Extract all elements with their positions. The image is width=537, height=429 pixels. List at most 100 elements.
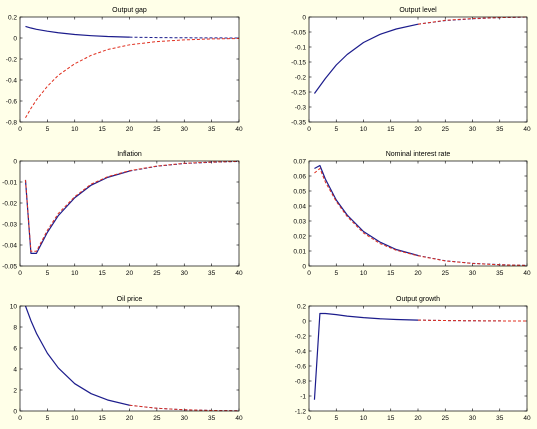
- y-tick-label: 0.04: [293, 203, 306, 210]
- series-line-solid-0: [313, 312, 419, 400]
- x-tick-label: 15: [99, 415, 107, 422]
- x-tick-label: 0: [18, 126, 22, 133]
- series-line-dashed-2: [24, 160, 240, 252]
- x-tick-label: 15: [99, 270, 107, 277]
- chart-title: Nominal interest rate: [386, 151, 451, 158]
- y-tick-label: -1.2: [295, 408, 307, 415]
- x-tick-label: 15: [99, 126, 107, 133]
- x-tick-label: 5: [334, 126, 338, 133]
- y-tick-label: -0.2: [295, 333, 307, 340]
- y-tick-label: -1: [300, 393, 306, 400]
- y-tick-label: 0.03: [293, 218, 306, 225]
- y-tick-label: -0.02: [2, 200, 17, 207]
- series-line-dashed-2: [417, 319, 528, 322]
- series-line-solid-0: [313, 23, 419, 94]
- series-line-solid-0: [314, 164, 419, 257]
- axes-frame: [19, 305, 240, 412]
- y-tick-label: -0.4: [6, 77, 18, 84]
- series-line-dashed-2: [314, 168, 528, 266]
- y-tick-label: 0.05: [293, 188, 306, 195]
- y-tick-label: 0.2: [8, 14, 17, 21]
- series-line-solid-0: [24, 305, 130, 406]
- y-tick-label: -0.2: [6, 56, 18, 63]
- x-tick-label: 35: [496, 126, 504, 133]
- x-tick-label: 40: [235, 270, 243, 277]
- chart-nominal-interest-rate: Nominal interest rate 0 5 10 15 20 25 30 35 40 0 0.…: [293, 151, 531, 277]
- y-tick-label: 6: [13, 345, 17, 352]
- chart-inflation: Inflation 0 5 10 15 20 25 30 35 40 -0.05 -0.04 -0.03…: [2, 151, 243, 277]
- chart-title: Oil price: [117, 296, 143, 303]
- y-tick-label: 0.2: [297, 303, 306, 310]
- y-tick-label: -0.6: [295, 363, 307, 370]
- y-tick-label: -0.8: [6, 119, 18, 126]
- y-tick-label: -0.01: [2, 179, 17, 186]
- chart-title: Output gap: [112, 7, 147, 14]
- x-tick-label: 0: [307, 126, 311, 133]
- x-tick-label: 40: [523, 415, 531, 422]
- x-tick-label: 40: [235, 415, 243, 422]
- x-tick-label: 15: [387, 126, 395, 133]
- y-tick-label: 0: [302, 14, 306, 21]
- x-tick-label: 10: [71, 126, 79, 133]
- y-tick-label: -0.05: [2, 263, 17, 270]
- x-tick-label: 20: [414, 415, 422, 422]
- y-tick-label: -0.25: [291, 89, 306, 96]
- y-tick-label: 4: [13, 366, 17, 373]
- x-tick-label: 10: [360, 415, 368, 422]
- x-tick-label: 25: [153, 270, 161, 277]
- y-tick-label: -0.2: [295, 74, 307, 81]
- chart-output-growth: Output growth 0 5 10 15 20 25 30 35 40 -1.2 -1 -0.8 -…: [295, 296, 531, 422]
- x-tick-label: 20: [126, 126, 134, 133]
- x-tick-label: 10: [360, 126, 368, 133]
- x-tick-label: 40: [523, 270, 531, 277]
- y-tick-label: -0.1: [295, 44, 307, 51]
- series-line-dashed-2: [129, 404, 240, 412]
- x-tick-label: 20: [414, 126, 422, 133]
- axes-frame: [308, 305, 528, 412]
- x-tick-label: 10: [360, 270, 368, 277]
- x-tick-label: 35: [208, 270, 216, 277]
- y-tick-label: 8: [13, 324, 17, 331]
- x-tick-label: 0: [307, 270, 311, 277]
- series-line-solid-0: [24, 170, 130, 254]
- chart-output-gap: Output gap 0 5 10 15 20 25 30 35 40 -0.8 -0.6 -0.4 -0…: [6, 7, 243, 133]
- series-line-dashed-2: [417, 16, 528, 25]
- x-tick-label: 25: [442, 415, 450, 422]
- x-tick-label: 35: [208, 415, 216, 422]
- x-tick-label: 25: [153, 126, 161, 133]
- x-tick-label: 5: [46, 415, 50, 422]
- y-tick-label: 10: [10, 303, 18, 310]
- x-tick-label: 30: [469, 126, 477, 133]
- y-tick-label: -0.4: [295, 348, 307, 355]
- x-tick-label: 35: [496, 415, 504, 422]
- y-tick-label: 0: [13, 408, 17, 415]
- x-tick-label: 25: [153, 415, 161, 422]
- x-tick-label: 5: [334, 270, 338, 277]
- y-tick-label: -0.05: [291, 29, 306, 36]
- x-tick-label: 15: [387, 270, 395, 277]
- y-tick-label: 2: [13, 387, 17, 394]
- y-tick-label: 0: [13, 158, 17, 165]
- y-tick-label: -0.03: [2, 221, 17, 228]
- x-tick-label: 40: [523, 126, 531, 133]
- axes-background: [20, 306, 239, 411]
- x-tick-label: 20: [414, 270, 422, 277]
- chart-oil-price: Oil price 0 5 10 15 20 25 30 35 40 0 2 4 6 8 10: [10, 296, 243, 422]
- axes-frame: [308, 160, 528, 267]
- x-tick-label: 30: [469, 270, 477, 277]
- x-tick-label: 5: [334, 415, 338, 422]
- series-line-solid-0: [25, 25, 130, 38]
- y-tick-label: 0: [13, 35, 17, 42]
- x-tick-label: 15: [387, 415, 395, 422]
- axes-background: [20, 161, 239, 266]
- axes-background: [309, 17, 527, 122]
- x-tick-label: 10: [71, 270, 79, 277]
- x-tick-label: 30: [469, 415, 477, 422]
- x-tick-label: 5: [46, 126, 50, 133]
- chart-title: Output level: [399, 7, 437, 14]
- y-tick-label: 0: [302, 318, 306, 325]
- x-tick-label: 25: [442, 270, 450, 277]
- x-tick-label: 30: [181, 126, 189, 133]
- x-tick-label: 0: [307, 415, 311, 422]
